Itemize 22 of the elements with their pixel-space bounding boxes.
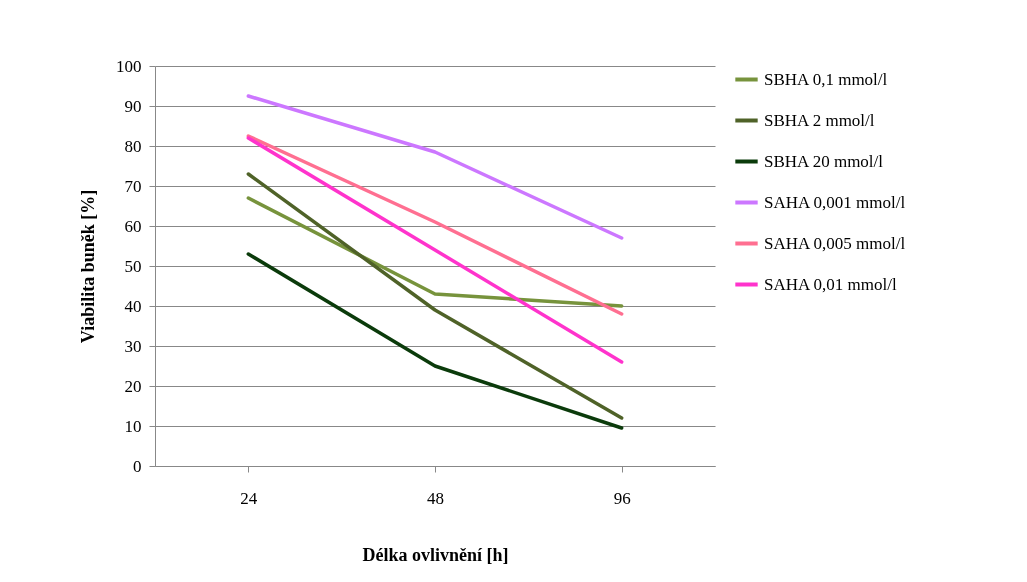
y-tick-label: 100 (116, 56, 142, 76)
y-tick-label: 50 (124, 256, 142, 276)
y-tick-label: 70 (124, 176, 142, 196)
y-tick-label: 40 (124, 296, 142, 316)
legend-label: SAHA 0,001 mmol/l (764, 192, 906, 212)
y-tick-label: 0 (133, 456, 142, 476)
legend-label: SAHA 0,005 mmol/l (764, 233, 906, 253)
y-tick-label: 30 (124, 336, 142, 356)
y-tick-label: 80 (124, 136, 142, 156)
y-tick-label: 10 (124, 416, 142, 436)
x-tick-label: 48 (427, 488, 444, 508)
legend-label: SBHA 0,1 mmol/l (764, 69, 888, 89)
x-tick-label: 24 (240, 488, 258, 508)
y-axis-title: Viabilita buněk [%] (78, 189, 98, 344)
y-tick-label: 60 (124, 216, 142, 236)
y-tick-label: 90 (124, 96, 142, 116)
x-tick-label: 96 (613, 488, 631, 508)
legend-label: SAHA 0,01 mmol/l (764, 274, 897, 294)
legend-label: SBHA 20 mmol/l (764, 151, 884, 171)
x-axis-title: Délka ovlivnění [h] (362, 544, 509, 565)
legend-label: SBHA 2 mmol/l (764, 110, 875, 130)
y-tick-label: 20 (124, 376, 142, 396)
